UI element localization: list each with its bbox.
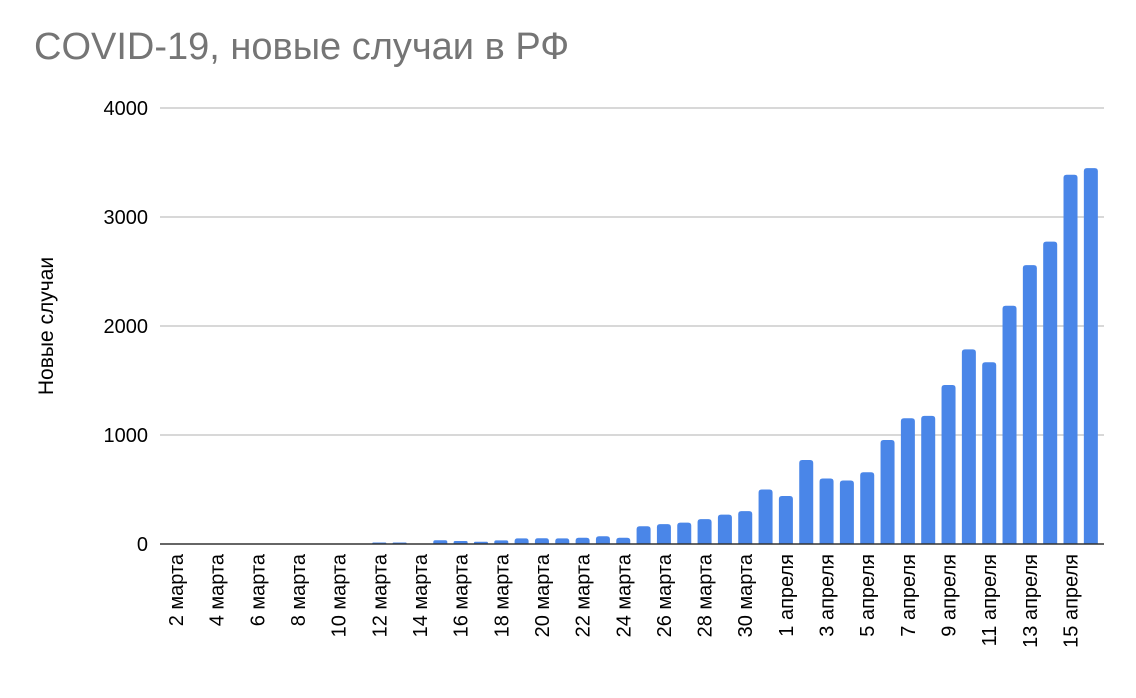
y-tick-labels: 0 1000 2000 3000 4000: [104, 98, 149, 556]
x-tick-label: 16 марта: [451, 553, 473, 637]
bar: [514, 538, 529, 544]
bar: [961, 349, 976, 544]
bar: [575, 537, 590, 544]
bar: [738, 511, 753, 544]
bar: [758, 489, 773, 544]
x-tick-label: 24 марта: [613, 553, 635, 637]
bar: [1002, 305, 1017, 544]
bar: [860, 472, 875, 544]
x-tick-label: 22 марта: [573, 553, 595, 637]
bar: [921, 415, 936, 544]
x-tick-label: 14 марта: [410, 553, 432, 637]
x-tick-label: 12 марта: [369, 553, 391, 637]
bar: [616, 537, 631, 544]
x-tick-label: 13 апреля: [1020, 554, 1042, 648]
x-tick-label: 28 марта: [695, 553, 717, 637]
bar: [1063, 174, 1078, 544]
bar: [1043, 241, 1058, 544]
x-tick-label: 4 марта: [207, 553, 229, 626]
bar: [839, 480, 854, 544]
bar: [555, 538, 570, 544]
x-tick-label: 3 апреля: [817, 554, 839, 637]
bar: [717, 514, 732, 544]
bar: [656, 524, 671, 544]
bar: [433, 540, 448, 544]
x-tick-label: 5 апреля: [857, 554, 879, 637]
x-tick-label: 9 апреля: [939, 554, 961, 637]
x-tick-label: 18 марта: [491, 553, 513, 637]
bar: [636, 526, 651, 544]
bar: [799, 459, 814, 544]
bar: [880, 440, 895, 544]
bar: [1022, 265, 1037, 544]
x-tick-label: 26 марта: [654, 553, 676, 637]
y-tick-label: 4000: [104, 98, 149, 120]
bar: [982, 362, 997, 544]
bar: [697, 519, 712, 544]
bar: [819, 478, 834, 544]
bar: [494, 540, 509, 544]
bar: [595, 536, 610, 544]
bar: [941, 384, 956, 544]
y-tick-label: 1000: [104, 425, 149, 447]
bar: [900, 418, 915, 544]
y-tick-label: 2000: [104, 316, 149, 338]
x-tick-label: 7 апреля: [898, 554, 920, 637]
x-tick-label: 1 апреля: [776, 554, 798, 637]
x-tick-label: 15 апреля: [1061, 554, 1083, 648]
bar: [534, 538, 549, 544]
x-tick-label: 8 марта: [288, 553, 310, 626]
x-tick-label: 20 марта: [532, 553, 554, 637]
bar: [778, 496, 793, 544]
bar: [677, 522, 692, 544]
x-tick-label: 11 апреля: [979, 554, 1001, 646]
y-tick-label: 0: [137, 534, 148, 556]
x-tick-label: 10 марта: [329, 553, 351, 637]
bar: [1083, 168, 1098, 544]
x-tick-labels: 2 марта 4 марта 6 марта 8 марта 10 марта 12 м…: [166, 553, 1083, 648]
x-tick-label: 2 марта: [166, 553, 188, 626]
y-tick-label: 3000: [104, 207, 149, 229]
chart-title: COVID-19, новые случаи в РФ: [34, 26, 570, 68]
x-tick-label: 30 марта: [735, 553, 757, 637]
bars: [169, 168, 1098, 544]
x-tick-label: 6 марта: [247, 553, 269, 626]
y-axis-title: Новые случаи: [35, 257, 58, 395]
